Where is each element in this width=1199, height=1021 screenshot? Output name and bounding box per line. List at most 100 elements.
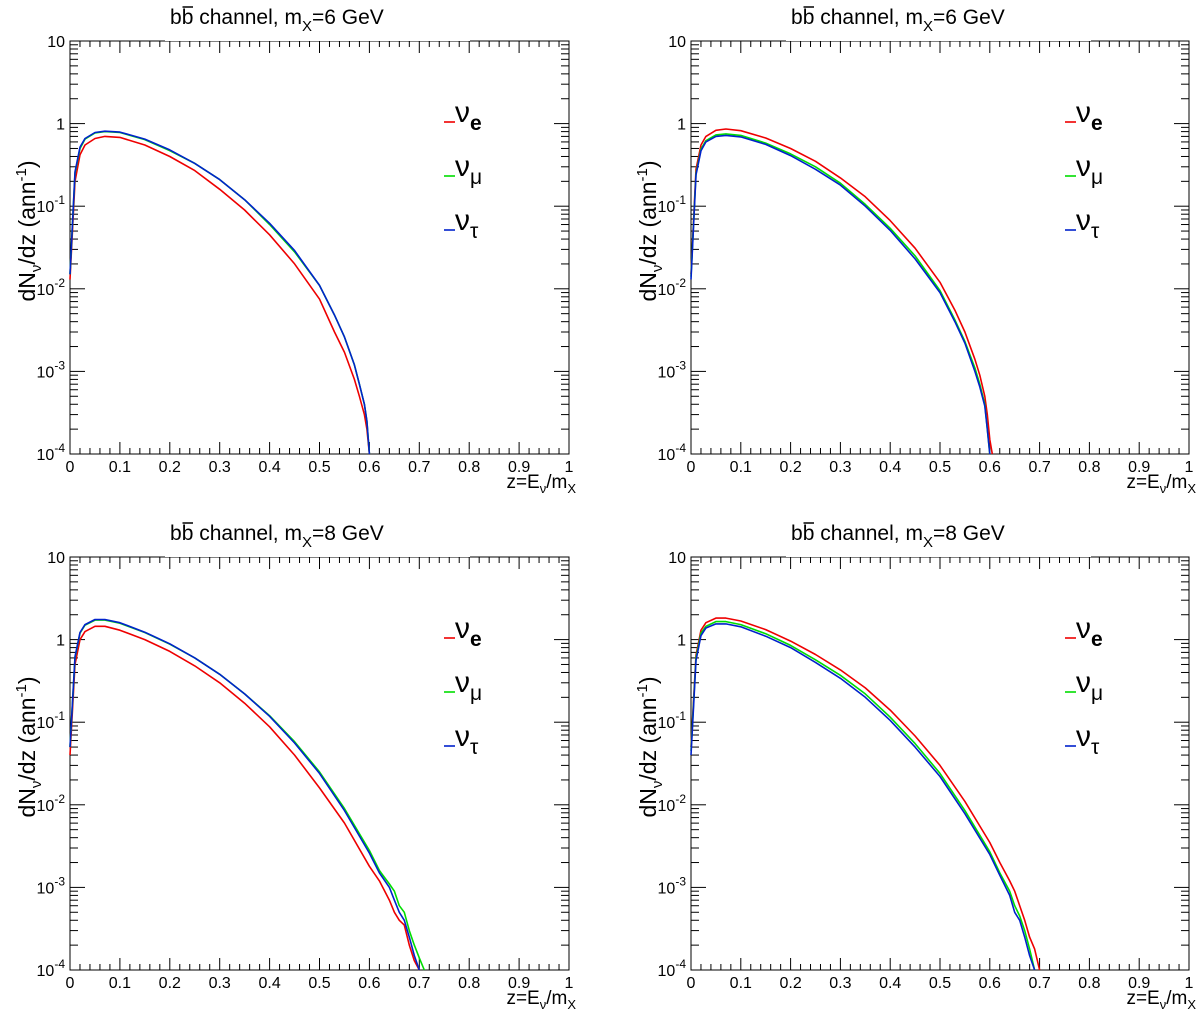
x-tick-label: 1 [1185,975,1194,992]
legend-entry: νμ [455,666,482,705]
legend-subscript: τ [470,220,479,243]
legend-subscript: μ [1091,682,1103,705]
title-mass: =6 GeV [933,6,1005,29]
y-tick-exponent: -1 [675,193,686,207]
x-tick-label: 0.7 [1028,975,1050,992]
x-tick-label: 0.4 [258,459,280,476]
y-tick-exponent: -3 [675,874,686,888]
legend-entry: νμ [455,150,482,189]
chart-panel-1: 0 0.1 0.2 0.3 0.4 0.5 0.6 0.7 0.8 0.9 110-410-310-… [13,0,576,496]
y-tick-label: 10 [668,34,686,51]
y-tick-base: 10 [37,447,55,464]
x-tick-label: 0.8 [1078,975,1100,992]
x-axis: 0 0.1 0.2 0.3 0.4 0.5 0.6 0.7 0.8 0.9 1 [687,557,1194,992]
y-axis-label: dNν/dz (ann-1) [634,676,666,817]
xlabel-nu-subscript: ν [540,997,547,1012]
title-background [786,513,1091,557]
title-background [165,0,470,41]
legend-entry: νμ [1076,150,1103,189]
title-mass: =8 GeV [933,522,1005,545]
y-tick-base: 1 [56,117,65,134]
legend-subscript: τ [470,736,479,759]
x-tick-label: 1 [565,459,574,476]
title-bbar: b [182,522,194,545]
title-subscript: X [923,18,933,35]
series-group [69,130,371,455]
y-tick-exponent: -2 [675,276,686,290]
y-tick-label: 10 [668,550,686,567]
legend-nu-symbol: ν [1076,96,1091,129]
series-line-nu_tau [690,623,1036,971]
y-tick-exponent: -2 [675,792,686,806]
x-tick-label: 0.8 [458,459,480,476]
y-tick-base: 10 [37,715,55,732]
xlabel-x-subscript: X [1187,997,1196,1012]
title-bbar: b [182,6,194,29]
xlabel-nu-subscript: ν [1160,481,1167,496]
y-tick-exponent: -2 [54,276,65,290]
y-tick-label: 1 [677,117,686,134]
x-tick-label: 0.9 [508,459,530,476]
x-tick-label: 0.9 [1128,459,1150,476]
title-channel: channel, m [814,522,923,545]
ylabel-dz-ann: /dz (ann [635,182,661,265]
legend-nu-symbol: ν [455,204,470,237]
legend-nu-symbol: ν [455,612,470,645]
legend-subscript: e [470,112,482,135]
y-tick-base: 1 [56,633,65,650]
chart-panel-2: 0 0.1 0.2 0.3 0.4 0.5 0.6 0.7 0.8 0.9 110-410-310-… [634,0,1196,496]
y-tick-base: 10 [658,880,676,897]
y-tick-exponent: -3 [54,358,65,372]
legend-subscript: τ [1091,736,1100,759]
y-axis-label: dNν/dz (ann-1) [13,676,45,817]
y-tick-exponent: -2 [54,792,65,806]
x-tick-label: 0.9 [1128,975,1150,992]
y-tick-label: 10-2 [37,276,66,299]
plot-frame [690,40,1190,455]
legend-subscript: e [1091,628,1103,651]
legend-entry: νμ [1076,666,1103,705]
y-tick-exponent: -1 [675,709,686,723]
y-tick-base: 1 [677,117,686,134]
x-tick-label: 0.4 [879,975,901,992]
legend-entry: νe [455,612,482,651]
y-tick-base: 10 [658,447,676,464]
ylabel-close-paren: ) [635,160,661,168]
y-tick-base: 10 [37,282,55,299]
x-tick-label: 0.5 [308,459,330,476]
x-tick-label: 0.6 [358,459,380,476]
title-background [165,513,470,557]
chart-panel-4: 0 0.1 0.2 0.3 0.4 0.5 0.6 0.7 0.8 0.9 110-410-310-… [634,513,1196,1012]
ylabel-exponent: -1 [634,684,651,697]
legend-entry: ντ [455,204,479,243]
y-tick-exponent: -4 [675,441,686,455]
ylabel-close-paren: ) [14,160,40,168]
x-tick-label: 0.3 [829,975,851,992]
ylabel-dN: dN [14,788,40,817]
title-text: bb channel, mX=6 GeV [170,6,384,35]
y-tick-label: 10-1 [658,709,687,732]
xlabel-z: z=E [1126,988,1159,1009]
x-tick-label: 0.1 [730,975,752,992]
y-tick-label: 10-4 [37,957,66,980]
title-mass: =8 GeV [312,522,384,545]
title-subscript: X [923,534,933,551]
x-tick-label: 0.6 [979,975,1001,992]
series-group [69,618,426,971]
x-tick-label: 0.9 [508,975,530,992]
x-axis-label: z=Eν/mX [1126,472,1196,496]
series-group [690,128,994,455]
ylabel-dz-ann: /dz (ann [14,182,40,265]
xlabel-over-m: /m [546,988,567,1009]
y-tick-label: 10-2 [658,276,687,299]
ylabel-nu-subscript: ν [28,781,45,789]
ylabel-dz-ann: /dz (ann [635,698,661,781]
x-tick-label: 0.2 [159,459,181,476]
title-bbar: b [803,6,815,29]
y-tick-exponent: -1 [54,193,65,207]
x-tick-label: 0.3 [209,459,231,476]
y-tick-exponent: -3 [675,358,686,372]
